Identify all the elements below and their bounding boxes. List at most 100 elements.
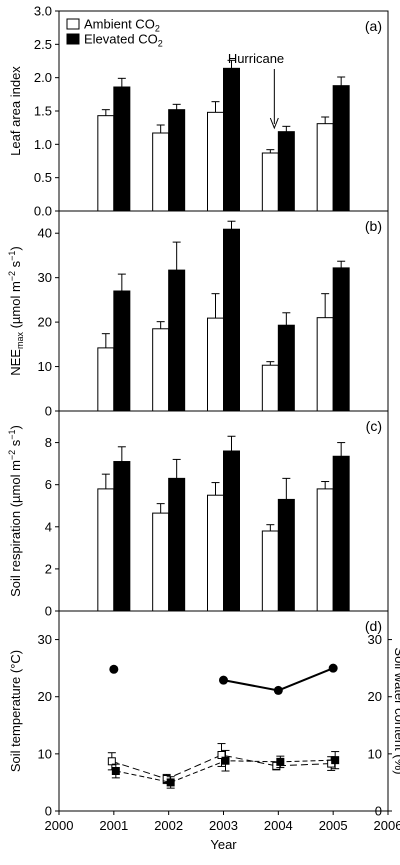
y-axis-label: Soil temperature (°C)	[8, 650, 23, 772]
y-tick-label: 2	[45, 561, 52, 576]
x-tick-label: 2001	[99, 818, 128, 833]
y-tick-label: 2.0	[34, 70, 52, 85]
bar	[261, 364, 279, 412]
plot-frame	[58, 610, 389, 812]
panel-b: 0 10 20 30 40 (b) NEEmax (µmol m−2 s−1)	[7, 210, 389, 419]
bar	[332, 455, 350, 612]
x-tick-label: 2000	[45, 818, 74, 833]
y-tick-label: 1.0	[34, 137, 52, 152]
y-tick-label: 0	[45, 404, 52, 419]
y-tick-label: 10	[38, 746, 52, 761]
legend-swatch	[66, 18, 80, 30]
y-tick-label: 10	[38, 359, 52, 374]
water-point	[331, 756, 340, 765]
temperature-point	[109, 664, 119, 674]
ylabel-part: −2	[7, 450, 17, 460]
y-tick-label: 4	[45, 519, 52, 534]
ylabel-part: (µmol m	[8, 281, 23, 332]
ylabel-part: s	[8, 439, 23, 450]
x-tick-label: 2006	[374, 818, 400, 833]
y-tick-label: 8	[45, 435, 52, 450]
y-tick-label: 0.5	[34, 170, 52, 185]
bar	[97, 488, 115, 612]
y-tick-label: 0.0	[34, 204, 52, 219]
temperature-point	[273, 685, 283, 695]
bar	[223, 228, 240, 412]
water-point	[107, 757, 116, 766]
water-point	[276, 757, 285, 766]
ylabel-part: −1	[7, 429, 17, 439]
bar	[97, 115, 115, 212]
y-tick-label: 20	[38, 315, 52, 330]
bar	[332, 85, 350, 212]
water-point	[166, 778, 175, 787]
y-right-tick-label: 20	[368, 689, 382, 704]
x-tick-label: 2002	[154, 818, 183, 833]
hurricane-annotation: Hurricane	[228, 51, 284, 66]
temperature-point	[328, 663, 338, 673]
panel-label: (b)	[365, 218, 382, 234]
bar	[316, 123, 334, 212]
y-right-tick-label: 0	[375, 804, 382, 819]
y-axis-label: NEEmax (µmol m−2 s−1)	[7, 246, 25, 376]
water-point	[111, 767, 120, 775]
bar	[113, 86, 131, 212]
panel-label: (a)	[365, 18, 382, 34]
panel-label: (d)	[365, 618, 382, 634]
ylabel-part: Soil respiration (µmol m	[8, 460, 23, 597]
y-right-tick-label: 10	[368, 746, 382, 761]
bar	[316, 488, 334, 612]
legend-entry: Ambient CO2	[84, 17, 160, 34]
ylabel-part: s	[8, 260, 23, 271]
temperature-point	[219, 675, 228, 685]
bar	[316, 317, 334, 412]
y-tick-label: 2.5	[34, 37, 52, 52]
x-tick-label: 2005	[319, 818, 348, 833]
bar	[223, 450, 240, 612]
ylabel-part: −1	[7, 251, 17, 261]
y-tick-label: 0	[45, 804, 52, 819]
y-tick-label: 30	[38, 632, 52, 647]
y-tick-label: 20	[38, 689, 52, 704]
bar	[207, 317, 224, 412]
bar	[277, 324, 295, 412]
y-tick-label: 40	[38, 226, 52, 241]
bar	[207, 111, 224, 212]
bar	[97, 347, 115, 412]
annotation-arrow-head	[269, 117, 279, 130]
ylabel-part: )	[8, 425, 23, 429]
panel-a: 0.0 0.5 1.0 1.5 2.0 2.5 3.0 (a) Leaf area index A…	[8, 4, 389, 219]
bar	[168, 109, 186, 212]
y-right-tick-label: 30	[368, 632, 382, 647]
bar	[152, 328, 170, 412]
bar	[207, 494, 224, 612]
bar	[332, 267, 350, 412]
x-tick-label: 2004	[264, 818, 293, 833]
bar	[168, 477, 186, 612]
legend-text-part: Ambient CO	[84, 17, 155, 32]
y-tick-label: 30	[38, 270, 52, 285]
bar	[113, 461, 131, 612]
legend-entry: Elevated CO2	[84, 32, 163, 49]
ylabel-part: NEE	[8, 349, 23, 376]
y-tick-label: 1.5	[34, 104, 52, 119]
bar	[261, 152, 279, 212]
legend-text-part: Elevated CO	[84, 32, 158, 47]
x-axis-label: Year	[210, 837, 237, 852]
legend-swatch	[66, 33, 80, 45]
bar	[277, 131, 295, 212]
bar	[168, 269, 186, 412]
bar	[152, 132, 170, 212]
bar	[152, 512, 170, 612]
y-tick-label: 0	[45, 604, 52, 619]
water-line	[111, 754, 332, 780]
x-tick-label: 2003	[209, 818, 238, 833]
ylabel-part: max	[15, 332, 25, 350]
y-tick-label: 6	[45, 477, 52, 492]
bar	[261, 530, 279, 612]
bar	[223, 67, 240, 212]
legend-text-part: 2	[155, 24, 160, 34]
